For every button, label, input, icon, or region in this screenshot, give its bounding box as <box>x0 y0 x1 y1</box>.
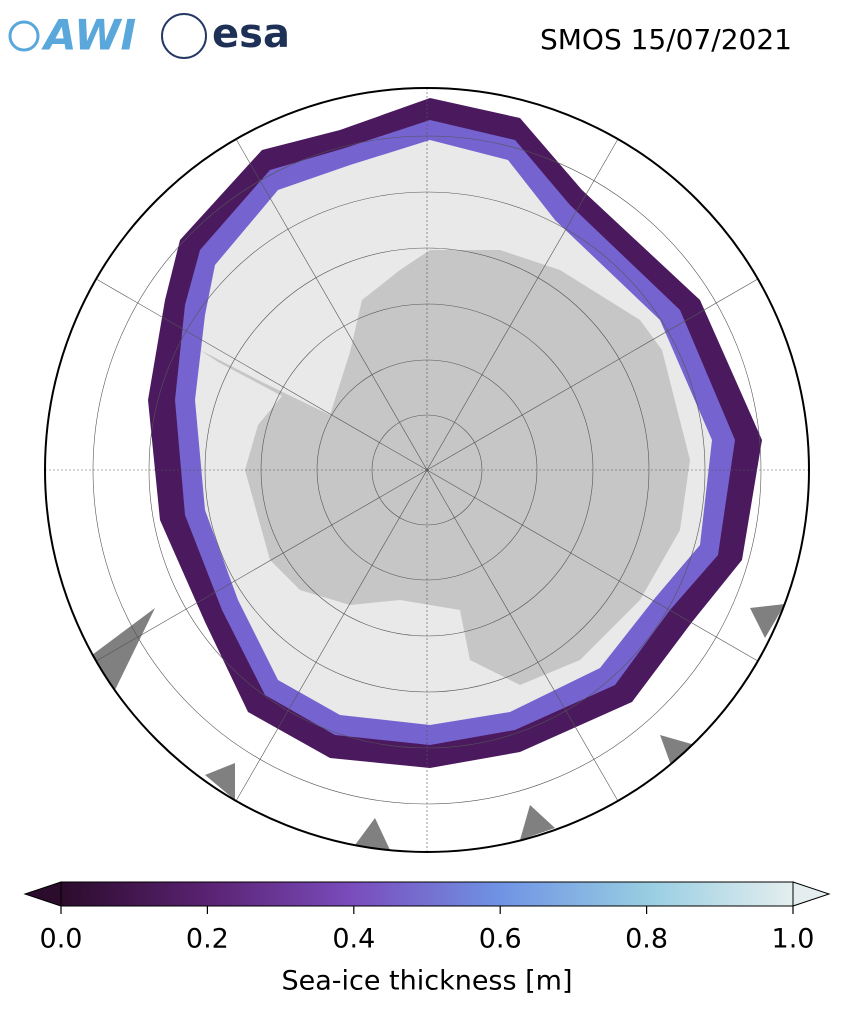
logos: AWI esa <box>8 11 290 60</box>
tick-label: 0.8 <box>625 924 668 955</box>
graticule <box>45 88 809 852</box>
antarctica <box>200 250 690 685</box>
colorbar-label: Sea-ice thickness [m] <box>281 966 572 997</box>
map-border <box>44 87 810 853</box>
extend-low <box>23 881 62 907</box>
extend-high <box>792 881 831 907</box>
tick-label: 0.2 <box>186 924 229 955</box>
esa-logo: esa <box>212 11 290 57</box>
tick-label: 0.4 <box>332 924 375 955</box>
colorbar-scale <box>60 881 794 907</box>
map <box>45 88 809 852</box>
tick-label: 0.0 <box>40 924 83 955</box>
title: SMOS 15/07/2021 <box>540 23 792 56</box>
tick-label: 0.6 <box>479 924 522 955</box>
awi-logo: AWI <box>41 11 136 60</box>
awi-icon <box>8 20 40 52</box>
esa-icon <box>161 13 207 59</box>
no-data <box>92 604 785 850</box>
colorbar: 0.0 0.2 0.4 0.6 0.8 1.0 <box>23 881 831 955</box>
tick-label: 1.0 <box>772 924 815 955</box>
